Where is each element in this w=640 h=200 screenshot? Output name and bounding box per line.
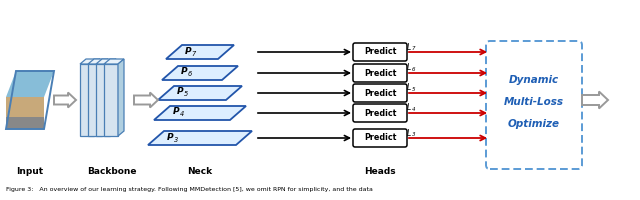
Polygon shape bbox=[88, 64, 102, 136]
Text: Predict: Predict bbox=[364, 68, 396, 77]
Polygon shape bbox=[148, 131, 252, 145]
FancyBboxPatch shape bbox=[353, 84, 407, 102]
Polygon shape bbox=[54, 92, 76, 108]
Text: Neck: Neck bbox=[188, 168, 212, 176]
Polygon shape bbox=[6, 71, 54, 97]
Text: 3: 3 bbox=[173, 136, 178, 142]
Polygon shape bbox=[154, 106, 246, 120]
Polygon shape bbox=[104, 59, 124, 64]
Text: L: L bbox=[407, 84, 412, 92]
FancyBboxPatch shape bbox=[353, 129, 407, 147]
FancyBboxPatch shape bbox=[353, 64, 407, 82]
Polygon shape bbox=[162, 66, 238, 80]
Text: 7: 7 bbox=[191, 50, 196, 56]
Polygon shape bbox=[6, 117, 44, 129]
Polygon shape bbox=[96, 64, 110, 136]
Text: P: P bbox=[177, 88, 184, 97]
Text: Predict: Predict bbox=[364, 134, 396, 142]
Text: Heads: Heads bbox=[364, 168, 396, 176]
Text: Dynamic: Dynamic bbox=[509, 75, 559, 85]
Text: Predict: Predict bbox=[364, 47, 396, 56]
Polygon shape bbox=[134, 92, 158, 108]
Polygon shape bbox=[102, 59, 108, 136]
Text: 7: 7 bbox=[412, 46, 415, 51]
Polygon shape bbox=[158, 86, 242, 100]
Polygon shape bbox=[80, 59, 100, 64]
Text: Input: Input bbox=[17, 168, 44, 176]
Text: L: L bbox=[407, 104, 412, 112]
Text: L: L bbox=[407, 129, 412, 138]
Polygon shape bbox=[166, 45, 234, 59]
Text: L: L bbox=[407, 64, 412, 72]
Text: Figure 3:   An overview of our learning strategy. Following MMDetection [5], we : Figure 3: An overview of our learning st… bbox=[6, 188, 373, 192]
Text: 4: 4 bbox=[412, 107, 415, 112]
Polygon shape bbox=[582, 92, 608, 108]
Polygon shape bbox=[110, 59, 116, 136]
Text: 3: 3 bbox=[412, 132, 415, 137]
Polygon shape bbox=[104, 64, 118, 136]
Polygon shape bbox=[88, 59, 108, 64]
Text: 4: 4 bbox=[179, 112, 184, 117]
Text: L: L bbox=[407, 43, 412, 51]
Text: P: P bbox=[173, 108, 180, 116]
FancyBboxPatch shape bbox=[353, 104, 407, 122]
FancyBboxPatch shape bbox=[353, 43, 407, 61]
Polygon shape bbox=[96, 59, 116, 64]
Polygon shape bbox=[94, 59, 100, 136]
Text: Backbone: Backbone bbox=[87, 168, 137, 176]
Text: 6: 6 bbox=[188, 72, 192, 77]
Polygon shape bbox=[80, 64, 94, 136]
FancyBboxPatch shape bbox=[486, 41, 582, 169]
Text: P: P bbox=[167, 132, 173, 142]
Text: P: P bbox=[185, 46, 191, 55]
Text: 6: 6 bbox=[412, 67, 415, 72]
Text: Optimize: Optimize bbox=[508, 119, 560, 129]
Text: Predict: Predict bbox=[364, 108, 396, 117]
Polygon shape bbox=[118, 59, 124, 136]
Text: Predict: Predict bbox=[364, 88, 396, 98]
Text: P: P bbox=[181, 68, 188, 76]
Text: Multi-Loss: Multi-Loss bbox=[504, 97, 564, 107]
Text: 5: 5 bbox=[184, 92, 188, 98]
Polygon shape bbox=[6, 97, 44, 117]
Text: 5: 5 bbox=[412, 87, 415, 92]
